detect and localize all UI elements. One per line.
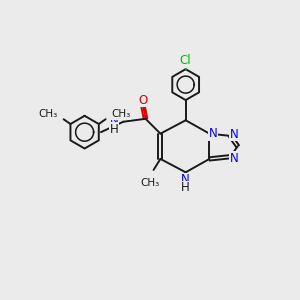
Text: N: N — [230, 128, 238, 141]
Text: Cl: Cl — [180, 54, 191, 67]
Text: N: N — [181, 173, 190, 186]
Text: N: N — [110, 114, 119, 127]
Text: O: O — [139, 94, 148, 107]
Text: CH₃: CH₃ — [38, 109, 58, 119]
Text: H: H — [110, 123, 119, 136]
Text: N: N — [230, 152, 238, 165]
Text: CH₃: CH₃ — [140, 178, 160, 188]
Text: N: N — [208, 127, 217, 140]
Text: CH₃: CH₃ — [112, 109, 131, 119]
Text: H: H — [181, 181, 190, 194]
